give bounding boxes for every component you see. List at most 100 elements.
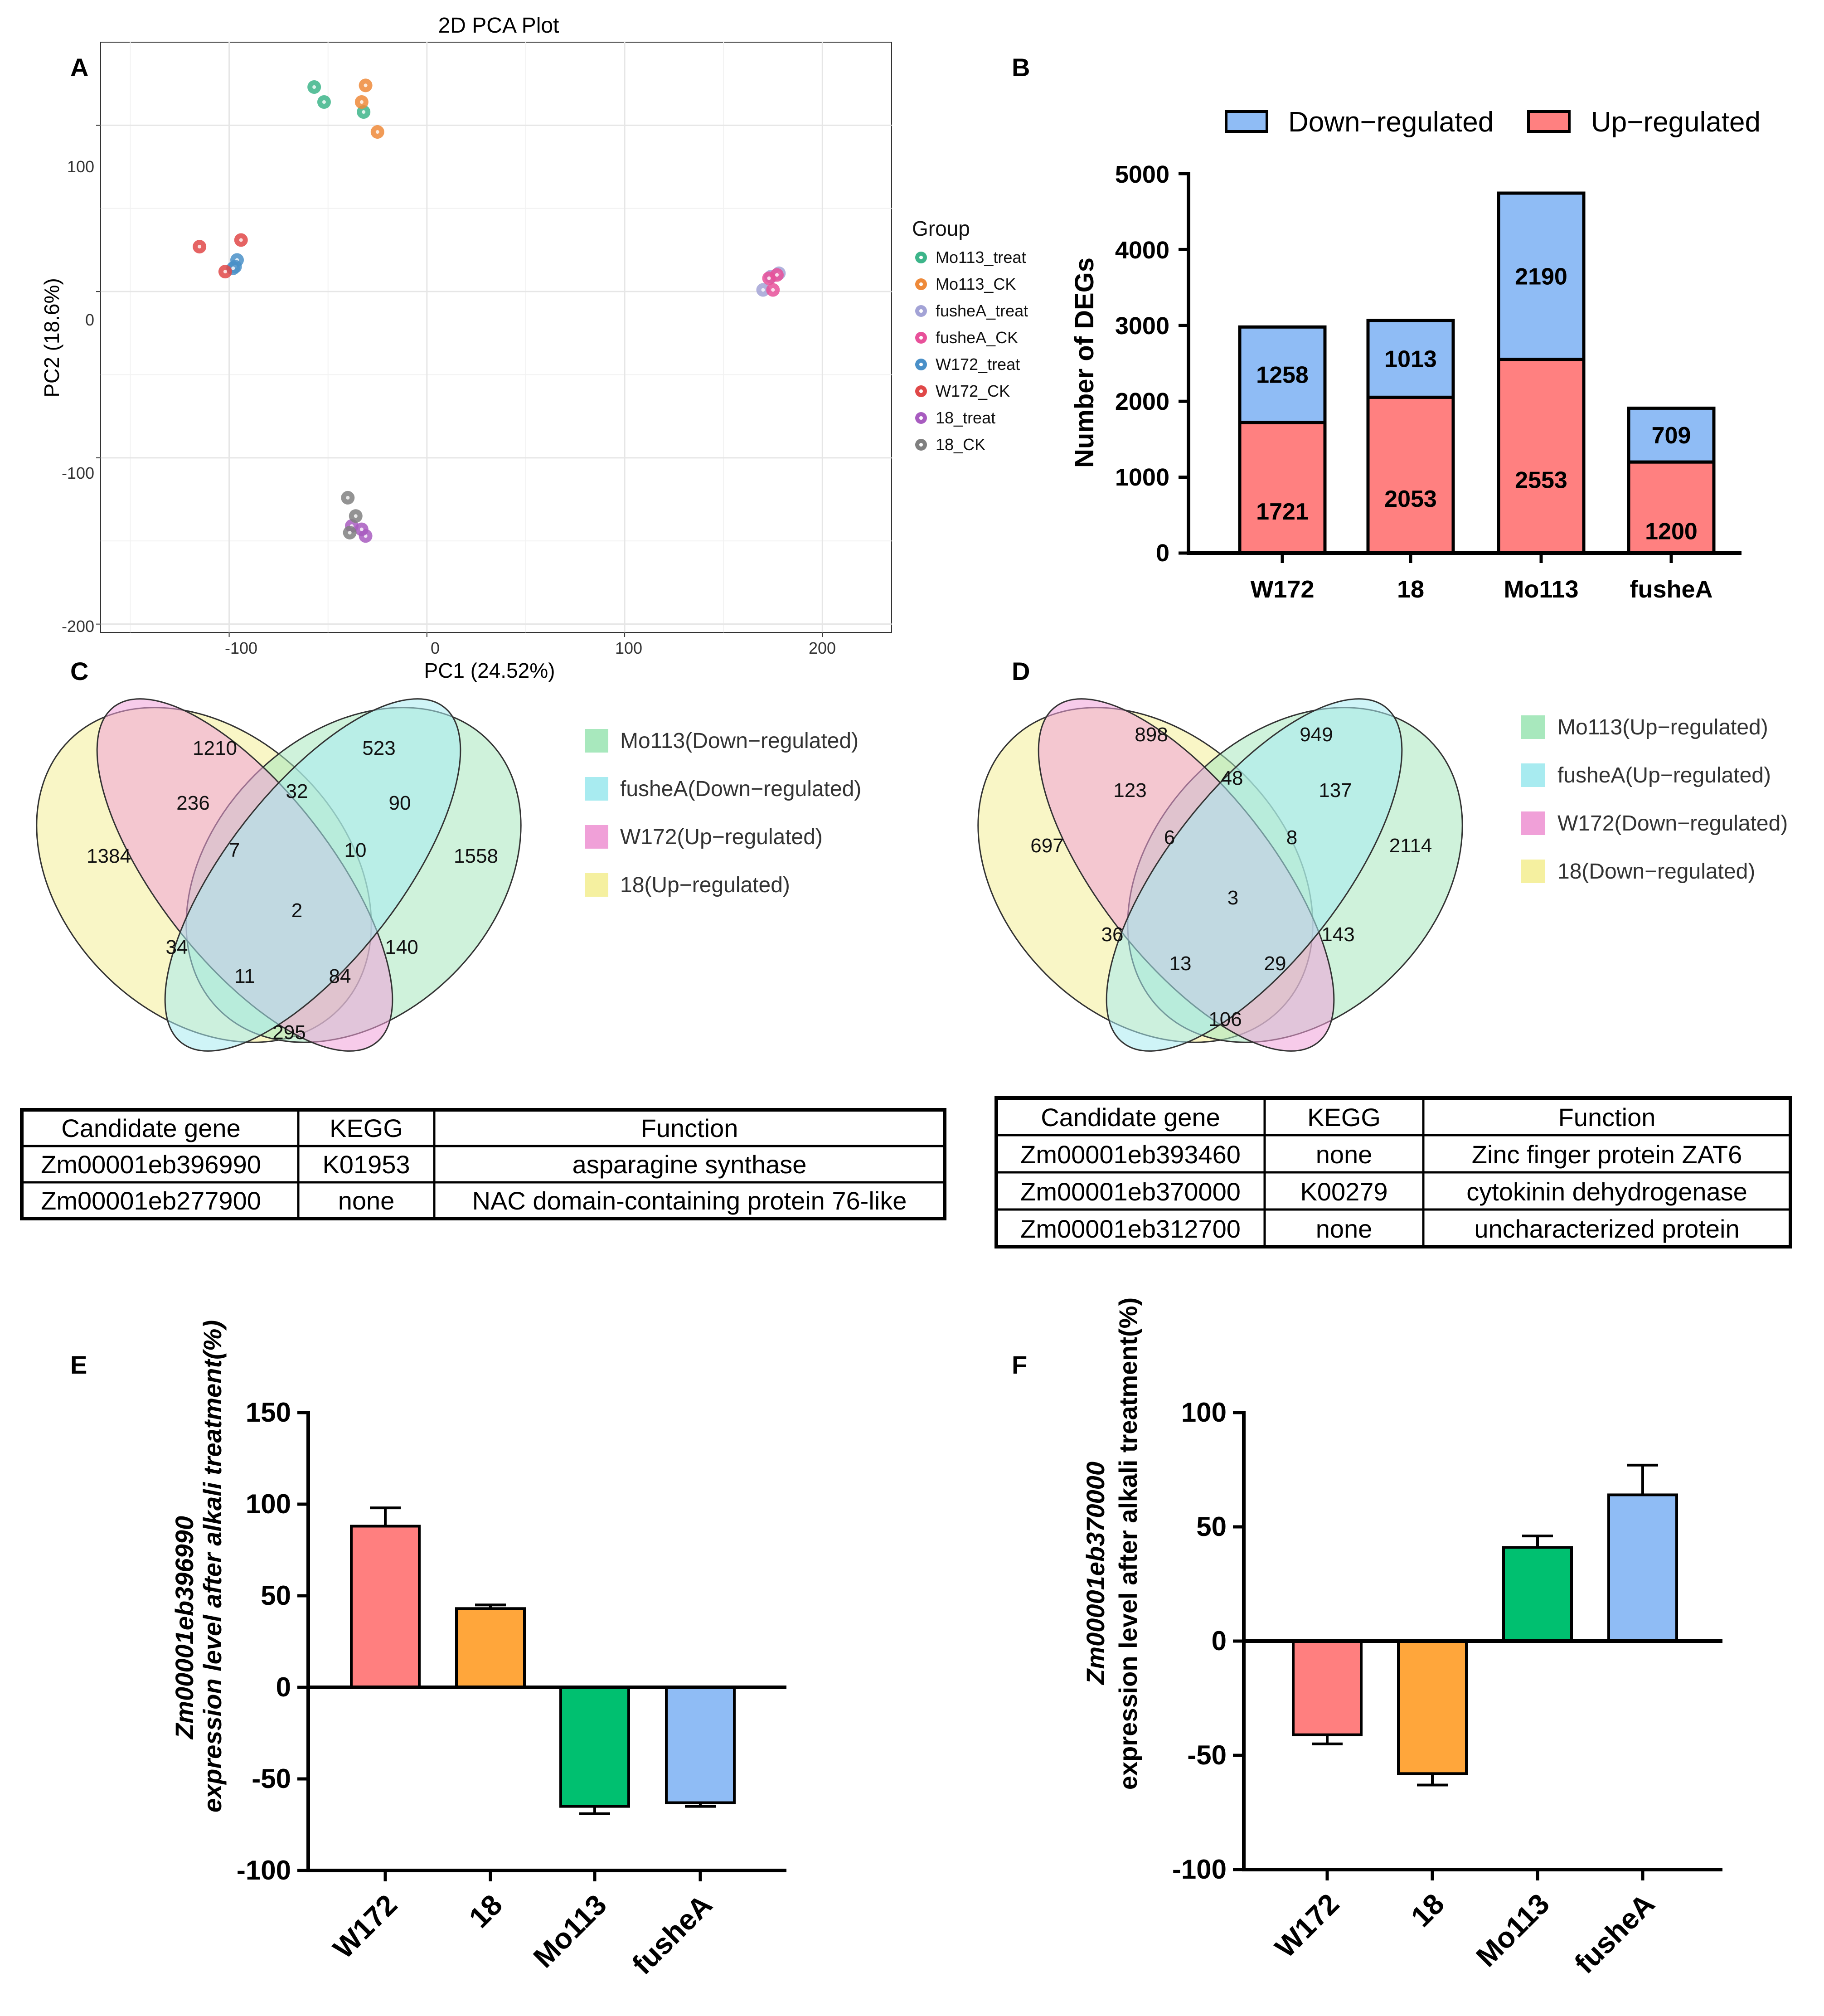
venn-c-numbers: 1384 1210 523 1558 236 32 90 7 10 2 34 1… [87,737,498,1044]
pca-point-core [362,110,366,114]
pca-legend-label: W172_treat [936,355,1020,374]
venn-d-count: 898 [1135,724,1168,746]
venn-d-count: 13 [1169,952,1192,975]
panel-e-category-label: W172 [327,1888,403,1965]
venn-d-count: 697 [1030,835,1063,857]
pca-legend-marker-core [919,256,923,259]
pca-point [354,95,369,109]
venn-c-count: 140 [385,936,418,958]
pca-point-core [239,238,243,242]
venn-d-count: 3 [1227,887,1238,909]
venn-c-legend-label: 18(Up−regulated) [620,873,790,897]
venn-d-count: 106 [1208,1008,1242,1030]
legend-label-down: Down−regulated [1288,107,1494,138]
pca-x-tick: 0 [431,639,440,657]
panel-f-bar-group [1502,1535,1573,1643]
pca-y-label: PC2 (18.6%) [40,278,63,397]
table-d-cell: Zm00001eb393460 [1020,1140,1241,1169]
venn-c-legend-label: fusheA(Down−regulated) [620,777,861,801]
pca-point-core [346,495,350,500]
venn-c-count: 295 [272,1021,306,1044]
panel-f-y-tick: 0 [1212,1626,1227,1656]
panel-e-bar [455,1607,526,1689]
panel-label-b: B [1012,53,1030,82]
table-c-cell: none [338,1186,395,1215]
pca-point [317,95,331,109]
venn-c-count: 1558 [454,845,498,867]
pca-y-tick: 0 [85,311,94,329]
pca-legend-marker-core [919,443,923,447]
pca-point [756,283,770,297]
table-d-cell: K00279 [1300,1177,1387,1206]
venn-c-count: 523 [362,737,395,759]
pca-legend-label: fusheA_treat [936,301,1028,320]
pca-y-tick: -100 [62,464,94,482]
pca-x-tick: 200 [809,639,836,657]
pca-x-ticks: -100 0 100 200 [225,639,836,657]
panel-f-bar [1502,1546,1573,1643]
deg-category-label: Mo113 [1504,576,1578,603]
pca-point [218,265,232,279]
pca-point-core [322,100,326,104]
panel-e-bar [350,1525,421,1689]
pca-legend-label: Mo113_treat [936,248,1026,267]
venn-c-count: 84 [329,965,351,987]
pca-points [193,78,786,543]
venn-d-legend-swatch [1521,763,1545,787]
table-d-cell: cytokinin dehydrogenase [1466,1177,1747,1206]
pca-x-tick: 100 [615,639,642,657]
table-d-cell: Zm00001eb370000 [1020,1177,1241,1206]
panel-f-y-label: expression level after alkali treatment(… [1114,1297,1142,1790]
deg-bar-down-label: 1013 [1384,346,1437,373]
table-d-header: KEGG [1307,1103,1381,1132]
panel-e-y-tick: -100 [237,1855,291,1885]
deg-bar-down-label: 709 [1652,423,1691,449]
table-c-cell: NAC domain-containing protein 76-like [472,1186,907,1215]
table-d-cell: Zm00001eb312700 [1020,1214,1241,1243]
deg-bar-down [1366,319,1455,399]
panel-f-bar-group [1607,1463,1678,1642]
venn-c-legend-label: W172(Up−regulated) [620,825,823,849]
venn-d-legend-label: W172(Down−regulated) [1557,811,1788,836]
deg-bar-down-label: 2190 [1515,263,1567,290]
venn-d-count: 29 [1264,952,1286,975]
table-d-cell: uncharacterized protein [1474,1214,1739,1243]
panel-f-y-tick: -100 [1172,1854,1227,1885]
pca-point [341,491,355,505]
venn-c-count: 2 [291,899,302,922]
deg-bar-chart: Down−regulated Up−regulated Number of DE… [1070,107,1761,603]
deg-category-label: fusheA [1630,576,1712,603]
pca-point [770,268,784,282]
pca-point-core [364,83,368,87]
venn-d-count: 143 [1321,923,1354,946]
pca-y-tick: 100 [67,157,94,176]
venn-c-count: 34 [166,936,188,958]
table-c-header: Candidate gene [61,1114,240,1142]
panel-label-a: A [70,53,88,82]
pca-point [234,233,248,247]
venn-d-ellipse-fushea [1106,698,1403,1052]
deg-y-tick: 3000 [1115,312,1169,340]
pca-legend-marker-core [919,309,923,313]
venn-c-legend-label: Mo113(Down−regulated) [620,729,859,753]
panel-f-bar [1607,1493,1678,1642]
panel-f-bar [1292,1640,1363,1736]
venn-d-legend-label: 18(Down−regulated) [1557,860,1755,884]
panel-f-category-label: W172 [1269,1887,1345,1964]
pca-legend-label: fusheA_CK [936,328,1018,347]
pca-point-core [348,530,352,534]
panel-label-f: F [1012,1350,1027,1379]
panel-f-category-label: Mo113 [1470,1887,1556,1973]
venn-d-count: 2114 [1389,835,1432,857]
pca-legend-label: 18_treat [936,408,995,427]
panel-f-y-label-gene: Zm00001eb370000 [1081,1462,1110,1686]
pca-point [766,283,780,297]
deg-y-tick: 5000 [1115,161,1169,188]
table-c-cell: asparagine synthase [572,1150,807,1179]
panel-e-bar-group [559,1686,630,1815]
panel-f-y-tick: 50 [1196,1511,1227,1542]
venn-d-count: 949 [1300,724,1333,746]
venn-d-count: 137 [1319,779,1352,802]
deg-bar-up [1366,395,1455,555]
